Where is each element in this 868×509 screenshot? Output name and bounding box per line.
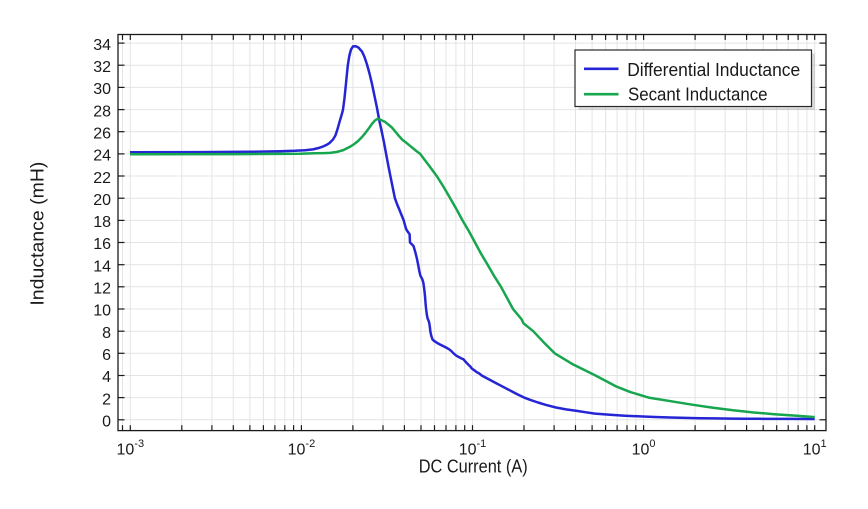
svg-text:14: 14 xyxy=(93,258,111,275)
svg-text:12: 12 xyxy=(93,281,111,298)
svg-text:34: 34 xyxy=(93,37,111,54)
svg-text:30: 30 xyxy=(93,81,111,98)
svg-text:28: 28 xyxy=(93,103,111,120)
svg-text:Differential Inductance: Differential Inductance xyxy=(627,60,800,80)
svg-text:22: 22 xyxy=(93,170,111,187)
svg-text:10: 10 xyxy=(93,303,111,320)
svg-text:Secant Inductance: Secant Inductance xyxy=(628,84,768,104)
svg-text:24: 24 xyxy=(93,148,111,165)
svg-text:DC Current (A): DC Current (A) xyxy=(419,457,528,477)
svg-text:26: 26 xyxy=(93,125,111,142)
svg-text:0: 0 xyxy=(102,414,111,431)
svg-text:6: 6 xyxy=(102,347,111,364)
svg-text:8: 8 xyxy=(102,325,111,342)
svg-text:4: 4 xyxy=(102,369,111,386)
svg-text:20: 20 xyxy=(93,192,111,209)
svg-text:16: 16 xyxy=(93,236,111,253)
svg-text:18: 18 xyxy=(93,214,111,231)
svg-text:32: 32 xyxy=(93,59,111,76)
svg-text:Inductance (mH): Inductance (mH) xyxy=(28,162,48,306)
svg-text:2: 2 xyxy=(102,391,111,408)
